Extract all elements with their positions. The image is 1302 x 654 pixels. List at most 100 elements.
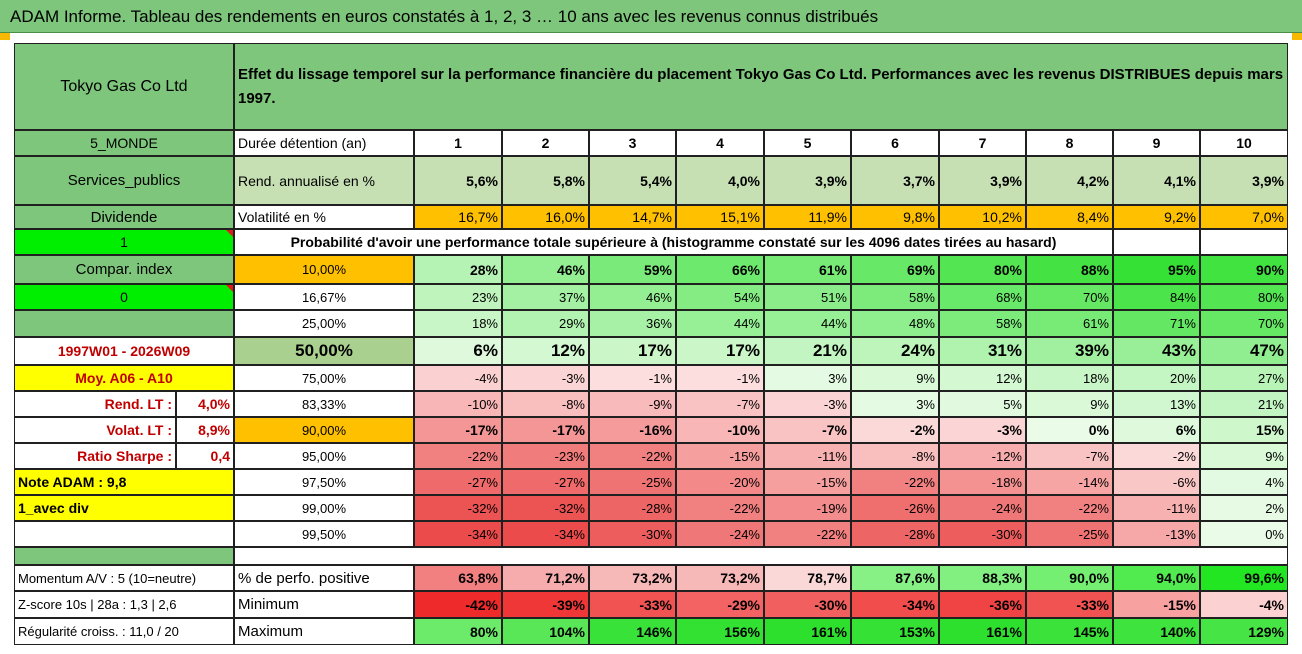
percentile-value: 9% bbox=[851, 365, 939, 391]
percentile-value: -28% bbox=[589, 495, 676, 521]
percentile-label: 50,00% bbox=[234, 337, 414, 365]
percentile-value: -16% bbox=[589, 417, 676, 443]
percentile-value: -15% bbox=[764, 469, 851, 495]
percentile-value: 47% bbox=[1200, 337, 1288, 365]
percentile-value: 68% bbox=[939, 284, 1026, 310]
rend-value: 5,6% bbox=[414, 156, 502, 205]
year-header: 2 bbox=[502, 130, 589, 156]
minimum-value: -36% bbox=[939, 591, 1026, 618]
percentile-value: 27% bbox=[1200, 365, 1288, 391]
minimum-value: -42% bbox=[414, 591, 502, 618]
percentile-value: 5% bbox=[939, 391, 1026, 417]
percentile-value: 4% bbox=[1200, 469, 1288, 495]
percentile-label: 97,50% bbox=[234, 469, 414, 495]
percentile-value: 0% bbox=[1026, 417, 1113, 443]
rend-value: 5,8% bbox=[502, 156, 589, 205]
blank-green-cell bbox=[14, 310, 234, 337]
year-header: 8 bbox=[1026, 130, 1113, 156]
percentile-value: -6% bbox=[1113, 469, 1200, 495]
percentile-value: 46% bbox=[589, 284, 676, 310]
percentile-value: 36% bbox=[589, 310, 676, 337]
vol-value: 10,2% bbox=[939, 205, 1026, 229]
percentile-value: 20% bbox=[1113, 365, 1200, 391]
minimum-value: -39% bbox=[502, 591, 589, 618]
percentile-value: 70% bbox=[1200, 310, 1288, 337]
probability-header: Probabilité d'avoir une performance tota… bbox=[234, 229, 1113, 255]
sharpe-value: 0,4 bbox=[176, 443, 234, 469]
percentile-value: 39% bbox=[1026, 337, 1113, 365]
percentile-value: 9% bbox=[1200, 443, 1288, 469]
header-description: Effet du lissage temporel sur la perform… bbox=[234, 43, 1288, 130]
percentile-value: -13% bbox=[1113, 521, 1200, 547]
rend-value: 4,0% bbox=[676, 156, 764, 205]
rend-value: 4,1% bbox=[1113, 156, 1200, 205]
percentile-label: 99,00% bbox=[234, 495, 414, 521]
percentile-value: -1% bbox=[676, 365, 764, 391]
period-label: 1997W01 - 2026W09 bbox=[14, 337, 234, 365]
percentile-value: 44% bbox=[764, 310, 851, 337]
percentile-value: 18% bbox=[1026, 365, 1113, 391]
percentile-value: 15% bbox=[1200, 417, 1288, 443]
minimum-value: -34% bbox=[851, 591, 939, 618]
percentile-value: 88% bbox=[1026, 255, 1113, 284]
percentile-value: 3% bbox=[764, 365, 851, 391]
percentile-value: 43% bbox=[1113, 337, 1200, 365]
percentile-value: -3% bbox=[502, 365, 589, 391]
percentile-value: 61% bbox=[1026, 310, 1113, 337]
positive-value: 94,0% bbox=[1113, 565, 1200, 591]
percentile-value: -32% bbox=[414, 495, 502, 521]
percentile-value: -3% bbox=[939, 417, 1026, 443]
dividend-label: Dividende bbox=[14, 205, 234, 229]
percentile-value: -22% bbox=[414, 443, 502, 469]
percentile-value: 66% bbox=[676, 255, 764, 284]
note-adam: Note ADAM : 9,8 bbox=[14, 469, 234, 495]
volat-lt-value: 8,9% bbox=[176, 417, 234, 443]
company-name: Tokyo Gas Co Ltd bbox=[14, 43, 234, 130]
percentile-value: -12% bbox=[939, 443, 1026, 469]
maximum-value: 80% bbox=[414, 618, 502, 645]
year-header: 7 bbox=[939, 130, 1026, 156]
percentile-value: 12% bbox=[502, 337, 589, 365]
minimum-value: -29% bbox=[676, 591, 764, 618]
percentile-value: 48% bbox=[851, 310, 939, 337]
percentile-value: 54% bbox=[676, 284, 764, 310]
minimum-value: -33% bbox=[1026, 591, 1113, 618]
zone-label: 5_MONDE bbox=[14, 130, 234, 156]
percentile-value: -22% bbox=[764, 521, 851, 547]
distribution-selector[interactable]: 1 bbox=[14, 229, 234, 255]
blank-prob-cell bbox=[1113, 229, 1200, 255]
compar-index-label: Compar. index bbox=[14, 255, 234, 284]
percentile-value: 2% bbox=[1200, 495, 1288, 521]
rend-label: Rend. annualisé en % bbox=[234, 156, 414, 205]
percentile-value: 6% bbox=[414, 337, 502, 365]
percentile-value: 90% bbox=[1200, 255, 1288, 284]
vol-value: 11,9% bbox=[764, 205, 851, 229]
maximum-value: 145% bbox=[1026, 618, 1113, 645]
percentile-value: 13% bbox=[1113, 391, 1200, 417]
percentile-value: 95% bbox=[1113, 255, 1200, 284]
percentile-value: 17% bbox=[589, 337, 676, 365]
rend-value: 3,7% bbox=[851, 156, 939, 205]
positive-label: % de perfo. positive bbox=[234, 565, 414, 591]
percentile-label: 10,00% bbox=[234, 255, 414, 284]
rend-value: 3,9% bbox=[764, 156, 851, 205]
positive-value: 99,6% bbox=[1200, 565, 1288, 591]
percentile-value: 58% bbox=[851, 284, 939, 310]
percentile-value: 46% bbox=[502, 255, 589, 284]
avec-div-label: 1_avec div bbox=[14, 495, 234, 521]
zscore-label: Z-score 10s | 28a : 1,3 | 2,6 bbox=[14, 591, 234, 618]
compar-index-selector[interactable]: 0 bbox=[14, 284, 234, 310]
volat-lt-label: Volat. LT : bbox=[14, 417, 176, 443]
year-header: 3 bbox=[589, 130, 676, 156]
maximum-value: 140% bbox=[1113, 618, 1200, 645]
maximum-value: 161% bbox=[939, 618, 1026, 645]
regularite-label: Régularité croiss. : 11,0 / 20 bbox=[14, 618, 234, 645]
year-header: 9 bbox=[1113, 130, 1200, 156]
percentile-value: 80% bbox=[1200, 284, 1288, 310]
vol-value: 14,7% bbox=[589, 205, 676, 229]
minimum-value: -33% bbox=[589, 591, 676, 618]
positive-value: 71,2% bbox=[502, 565, 589, 591]
percentile-value: 17% bbox=[676, 337, 764, 365]
rend-lt-label: Rend. LT : bbox=[14, 391, 176, 417]
